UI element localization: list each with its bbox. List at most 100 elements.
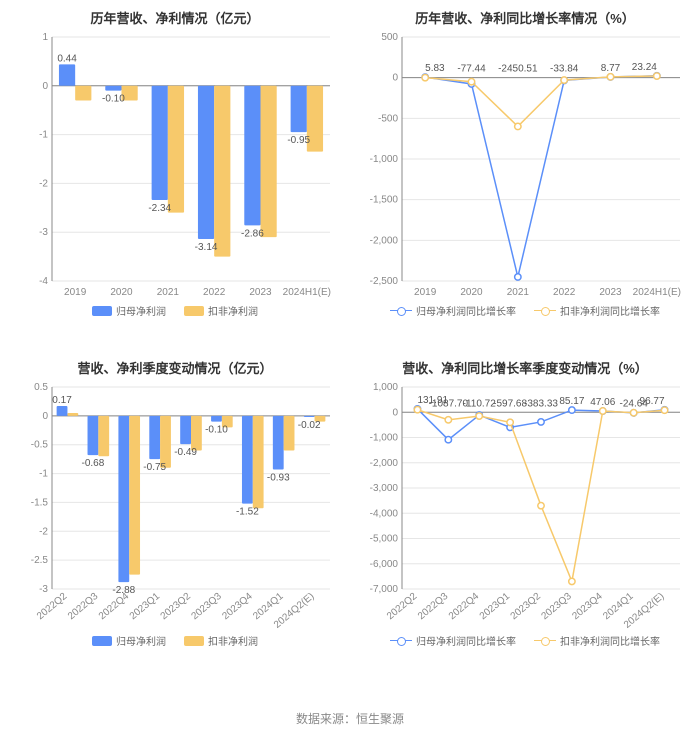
legend-item: 扣非净利润	[184, 633, 258, 648]
svg-text:2020: 2020	[460, 287, 483, 298]
svg-text:2024H1(E): 2024H1(E)	[283, 287, 331, 298]
svg-text:2023Q2: 2023Q2	[509, 591, 544, 623]
legend-line-icon	[390, 310, 412, 311]
legend-item: 归母净利润	[92, 633, 166, 648]
svg-text:-0.68: -0.68	[82, 458, 105, 469]
chart3-svg: -3-2.5-2-1.5-1-0.500.52022Q22022Q32022Q4…	[10, 381, 340, 631]
svg-text:-383.33: -383.33	[524, 398, 558, 409]
svg-text:500: 500	[381, 32, 398, 43]
svg-text:-4,000: -4,000	[370, 508, 399, 519]
svg-text:5.83: 5.83	[425, 63, 445, 74]
chart4-svg: -7,000-6,000-5,000-4,000-3,000-2,000-1,0…	[360, 381, 690, 631]
svg-text:-1,000: -1,000	[370, 433, 399, 444]
svg-text:-2.86: -2.86	[241, 228, 264, 239]
panel-chart1: 历年营收、净利情况（亿元） -4-3-2-1012019202020212022…	[0, 0, 350, 350]
svg-text:-5,000: -5,000	[370, 534, 399, 545]
svg-text:2023: 2023	[249, 287, 272, 298]
svg-text:0.17: 0.17	[52, 395, 72, 406]
svg-text:-2: -2	[39, 526, 48, 537]
legend-item: 归母净利润同比增长率	[390, 303, 516, 318]
legend-item: 扣非净利润同比增长率	[534, 303, 660, 318]
legend-label: 归母净利润同比增长率	[416, 303, 516, 318]
chart1-title: 历年营收、净利情况（亿元）	[4, 8, 346, 27]
chart-grid: 历年营收、净利情况（亿元） -4 -3 -2 -1 0 1 2019 2020 2021 2022…	[0, 0, 700, 700]
svg-text:-1.5: -1.5	[31, 497, 49, 508]
svg-text:-2,500: -2,500	[370, 276, 399, 287]
svg-text:-0.75: -0.75	[143, 462, 166, 473]
svg-text:23.24: 23.24	[632, 62, 657, 73]
svg-text:0.5: 0.5	[34, 382, 48, 393]
svg-text:-1,500: -1,500	[370, 195, 399, 206]
chart1-svg: -4-3-2-101201920202021202220232024H1(E)0…	[10, 31, 340, 301]
svg-text:-0.10: -0.10	[205, 425, 228, 436]
chart1-legend: 归母净利润 扣非净利润	[4, 303, 346, 318]
legend-label: 扣非净利润同比增长率	[560, 633, 660, 648]
svg-text:-0.10: -0.10	[102, 94, 125, 105]
legend-swatch	[184, 636, 204, 646]
legend-line-icon	[534, 310, 556, 311]
svg-text:-1: -1	[39, 130, 48, 141]
svg-text:2019: 2019	[64, 287, 87, 298]
legend-item: 归母净利润	[92, 303, 166, 318]
legend-label: 归母净利润同比增长率	[416, 633, 516, 648]
svg-text:-0.95: -0.95	[287, 135, 310, 146]
svg-text:8.77: 8.77	[601, 63, 621, 74]
svg-text:-33.84: -33.84	[550, 64, 579, 75]
svg-text:2024H1(E): 2024H1(E)	[633, 287, 681, 298]
svg-text:2022Q2: 2022Q2	[385, 591, 420, 623]
svg-text:2022: 2022	[203, 287, 226, 298]
chart2-title: 历年营收、净利同比增长率情况（%）	[354, 8, 696, 27]
svg-text:-0.5: -0.5	[31, 440, 49, 451]
svg-text:2020: 2020	[110, 287, 133, 298]
svg-text:2023: 2023	[599, 287, 622, 298]
svg-text:2021: 2021	[507, 287, 530, 298]
svg-text:-2: -2	[39, 178, 48, 189]
svg-text:0: 0	[42, 411, 48, 422]
legend-line-icon	[390, 640, 412, 641]
svg-text:-4: -4	[39, 276, 48, 287]
svg-text:96.77: 96.77	[640, 396, 665, 407]
svg-text:0: 0	[42, 81, 48, 92]
legend-item: 扣非净利润同比增长率	[534, 633, 660, 648]
svg-text:-0.49: -0.49	[174, 447, 197, 458]
svg-text:2023Q3: 2023Q3	[189, 591, 224, 623]
panel-chart4: 营收、净利同比增长率季度变动情况（%） -7,000-6,000-5,000-4…	[350, 350, 700, 700]
legend-swatch	[184, 306, 204, 316]
svg-text:47.06: 47.06	[590, 397, 615, 408]
svg-text:-3: -3	[39, 584, 48, 595]
legend-line-icon	[534, 640, 556, 641]
legend-swatch	[92, 636, 112, 646]
panel-chart2: 历年营收、净利同比增长率情况（%） -2,500-2,000-1,500-1,0…	[350, 0, 700, 350]
svg-text:2022: 2022	[553, 287, 576, 298]
svg-text:85.17: 85.17	[559, 396, 584, 407]
svg-text:-2.5: -2.5	[31, 555, 49, 566]
svg-text:-500: -500	[378, 113, 398, 124]
svg-text:-597.68: -597.68	[493, 398, 527, 409]
chart3-title: 营收、净利季度变动情况（亿元）	[4, 358, 346, 377]
svg-text:0.44: 0.44	[57, 53, 77, 64]
svg-text:-2,000: -2,000	[370, 235, 399, 246]
legend-label: 扣非净利润同比增长率	[560, 303, 660, 318]
svg-text:-7,000: -7,000	[370, 584, 399, 595]
svg-text:-1.52: -1.52	[236, 507, 259, 518]
svg-text:0: 0	[392, 407, 398, 418]
svg-text:-110.72: -110.72	[463, 398, 497, 409]
svg-text:2022Q3: 2022Q3	[66, 591, 101, 623]
svg-text:2023Q1: 2023Q1	[478, 591, 513, 623]
svg-text:2023Q4: 2023Q4	[570, 591, 605, 623]
svg-text:-2,000: -2,000	[370, 458, 399, 469]
legend-label: 归母净利润	[116, 303, 166, 318]
legend-label: 扣非净利润	[208, 633, 258, 648]
svg-text:2022Q2: 2022Q2	[35, 591, 70, 623]
svg-text:-3.14: -3.14	[195, 242, 218, 253]
legend-label: 扣非净利润	[208, 303, 258, 318]
svg-text:-3,000: -3,000	[370, 483, 399, 494]
chart2-svg: -2,500-2,000-1,500-1,000-500050020192020…	[360, 31, 690, 301]
svg-text:2022Q4: 2022Q4	[447, 591, 482, 623]
svg-text:-0.93: -0.93	[267, 473, 290, 484]
svg-text:2022Q3: 2022Q3	[416, 591, 451, 623]
svg-text:1: 1	[42, 32, 48, 43]
svg-text:-1: -1	[39, 469, 48, 480]
svg-text:2023Q3: 2023Q3	[539, 591, 574, 623]
chart4-title: 营收、净利同比增长率季度变动情况（%）	[354, 358, 696, 377]
